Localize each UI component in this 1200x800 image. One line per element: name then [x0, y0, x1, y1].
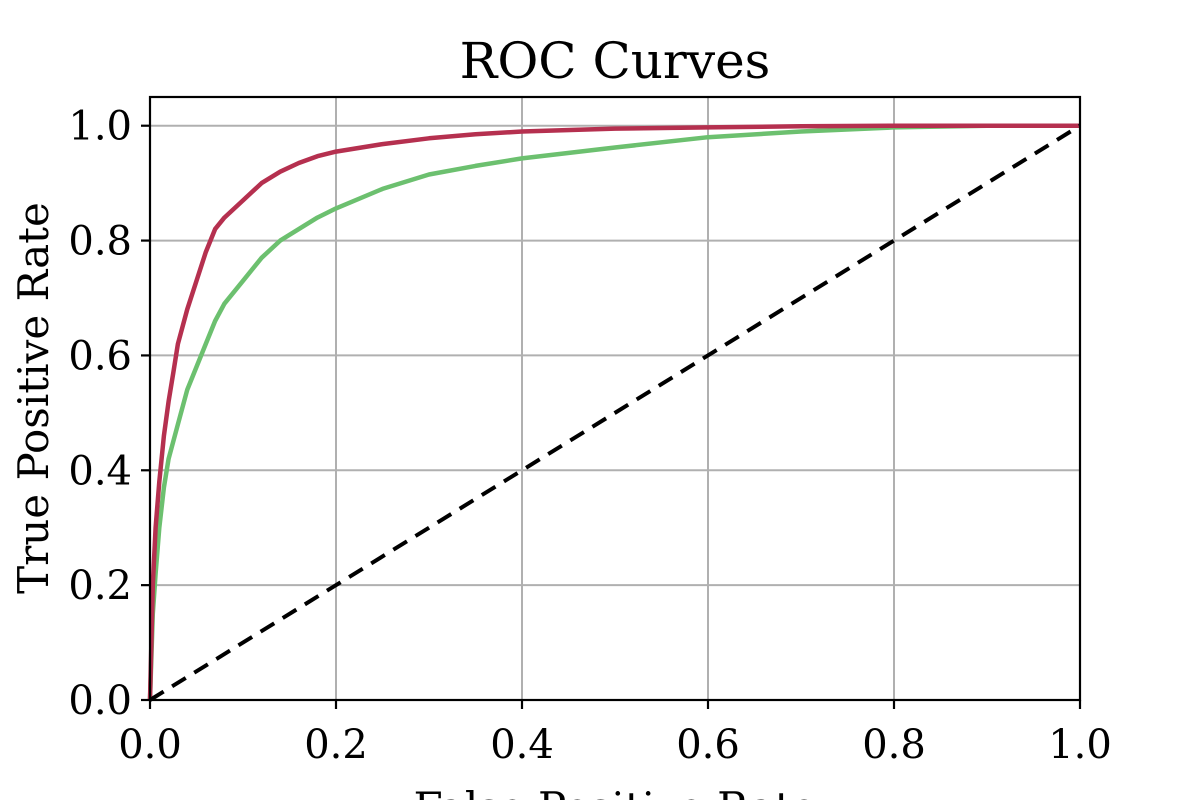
x-tick-label: 0.6 — [676, 722, 740, 768]
roc-curve-line-2 — [147, 123, 1080, 701]
roc-curve-line-1 — [147, 123, 1080, 701]
chance-diagonal-line — [148, 123, 1082, 702]
x-tick-label: 0.8 — [862, 722, 926, 768]
grid — [149, 97, 1081, 701]
x-tick-label: 0.4 — [490, 722, 554, 768]
series-layer — [147, 123, 1082, 702]
chart-title: ROC Curves — [460, 32, 771, 90]
x-tick-label: 0.0 — [118, 722, 182, 768]
y-tick-label: 0.2 — [68, 563, 132, 609]
ticks: 0.0 0.2 0.4 0.6 0.8 1.0 0.0 0.2 0.4 0.6 0.8 1.0 — [68, 104, 1111, 768]
y-tick-label: 0.4 — [68, 448, 132, 494]
plot-frame — [148, 95, 1082, 702]
y-tick-label: 0.0 — [68, 678, 132, 724]
y-tick-label: 0.8 — [68, 219, 132, 265]
y-tick-label: 1.0 — [68, 104, 132, 150]
x-axis-label: False Positive Rate — [414, 783, 817, 800]
y-tick-label: 0.6 — [68, 333, 132, 379]
x-tick-label: 0.2 — [304, 722, 368, 768]
y-axis-label: True Positive Rate — [9, 202, 58, 594]
x-tick-label: 1.0 — [1048, 722, 1112, 768]
